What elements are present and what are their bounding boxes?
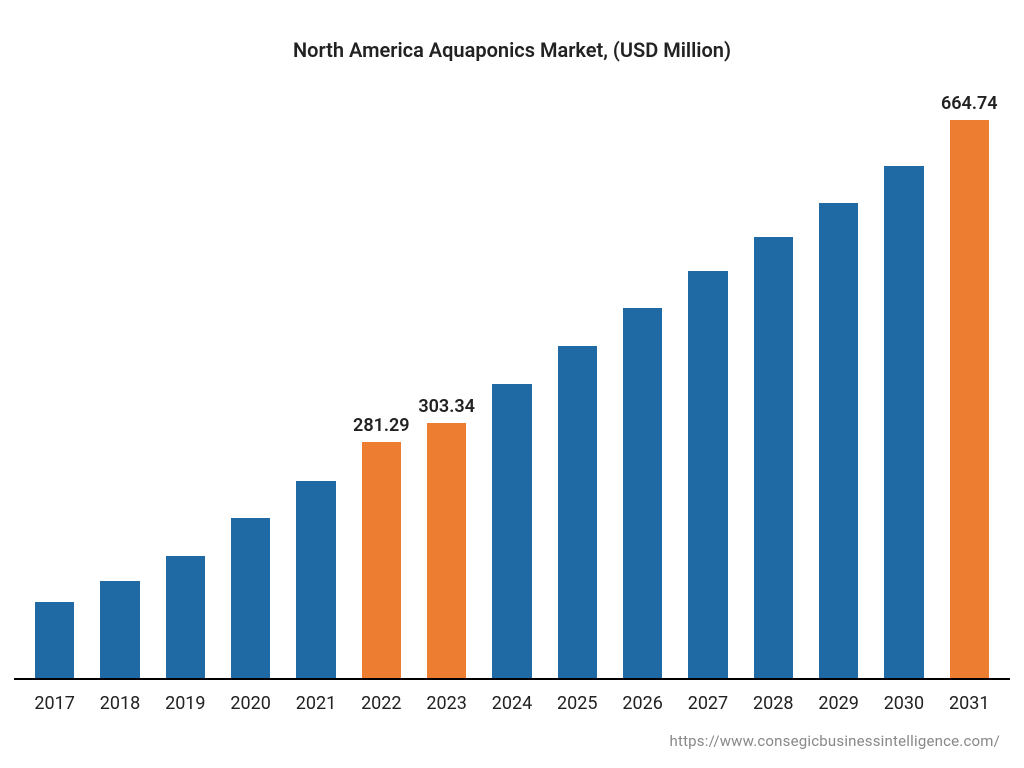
chart-title: North America Aquaponics Market, (USD Mi… xyxy=(0,38,1024,62)
bar-value-label: 664.74 xyxy=(937,93,1002,114)
bar-slot: 664.74 xyxy=(937,90,1002,678)
x-axis: 2017201820192020202120222023202420252026… xyxy=(14,693,1010,714)
bar xyxy=(492,384,531,678)
bar-slot xyxy=(871,90,936,678)
bar-slot xyxy=(153,90,218,678)
x-axis-label: 2029 xyxy=(806,693,871,714)
x-axis-label: 2031 xyxy=(937,693,1002,714)
bar xyxy=(296,481,335,678)
bar xyxy=(427,423,466,678)
bar-slot xyxy=(479,90,544,678)
bar xyxy=(166,556,205,678)
bar-slot xyxy=(610,90,675,678)
bar xyxy=(362,442,401,678)
x-axis-label: 2027 xyxy=(675,693,740,714)
bar-value-label: 281.29 xyxy=(349,415,414,436)
bar xyxy=(884,166,923,678)
bar-slot xyxy=(806,90,871,678)
bar-value-label: 303.34 xyxy=(414,396,479,417)
bar xyxy=(688,271,727,678)
bar xyxy=(623,308,662,678)
bar xyxy=(100,581,139,678)
bar xyxy=(819,203,858,678)
plot-area: 281.29303.34 664.74 xyxy=(14,90,1010,680)
bar xyxy=(950,120,989,678)
x-axis-label: 2023 xyxy=(414,693,479,714)
chart-container: North America Aquaponics Market, (USD Mi… xyxy=(0,0,1024,768)
bars-group: 281.29303.34 664.74 xyxy=(14,90,1010,678)
x-axis-label: 2028 xyxy=(741,693,806,714)
x-axis-label: 2019 xyxy=(153,693,218,714)
x-axis-label: 2026 xyxy=(610,693,675,714)
x-axis-label: 2025 xyxy=(545,693,610,714)
x-axis-label: 2018 xyxy=(87,693,152,714)
bar xyxy=(558,346,597,678)
x-axis-label: 2024 xyxy=(479,693,544,714)
bar-slot xyxy=(545,90,610,678)
bar-slot xyxy=(218,90,283,678)
bar-slot: 281.29 xyxy=(349,90,414,678)
bar-slot xyxy=(87,90,152,678)
x-axis-label: 2022 xyxy=(349,693,414,714)
bar-slot xyxy=(22,90,87,678)
x-axis-label: 2021 xyxy=(283,693,348,714)
bar xyxy=(35,602,74,678)
x-axis-label: 2030 xyxy=(871,693,936,714)
x-axis-label: 2020 xyxy=(218,693,283,714)
bar xyxy=(754,237,793,678)
bar-slot xyxy=(283,90,348,678)
x-axis-label: 2017 xyxy=(22,693,87,714)
bar xyxy=(231,518,270,678)
source-link: https://www.consegicbusinessintelligence… xyxy=(670,732,1001,750)
bar-slot xyxy=(741,90,806,678)
bar-slot: 303.34 xyxy=(414,90,479,678)
bar-slot xyxy=(675,90,740,678)
